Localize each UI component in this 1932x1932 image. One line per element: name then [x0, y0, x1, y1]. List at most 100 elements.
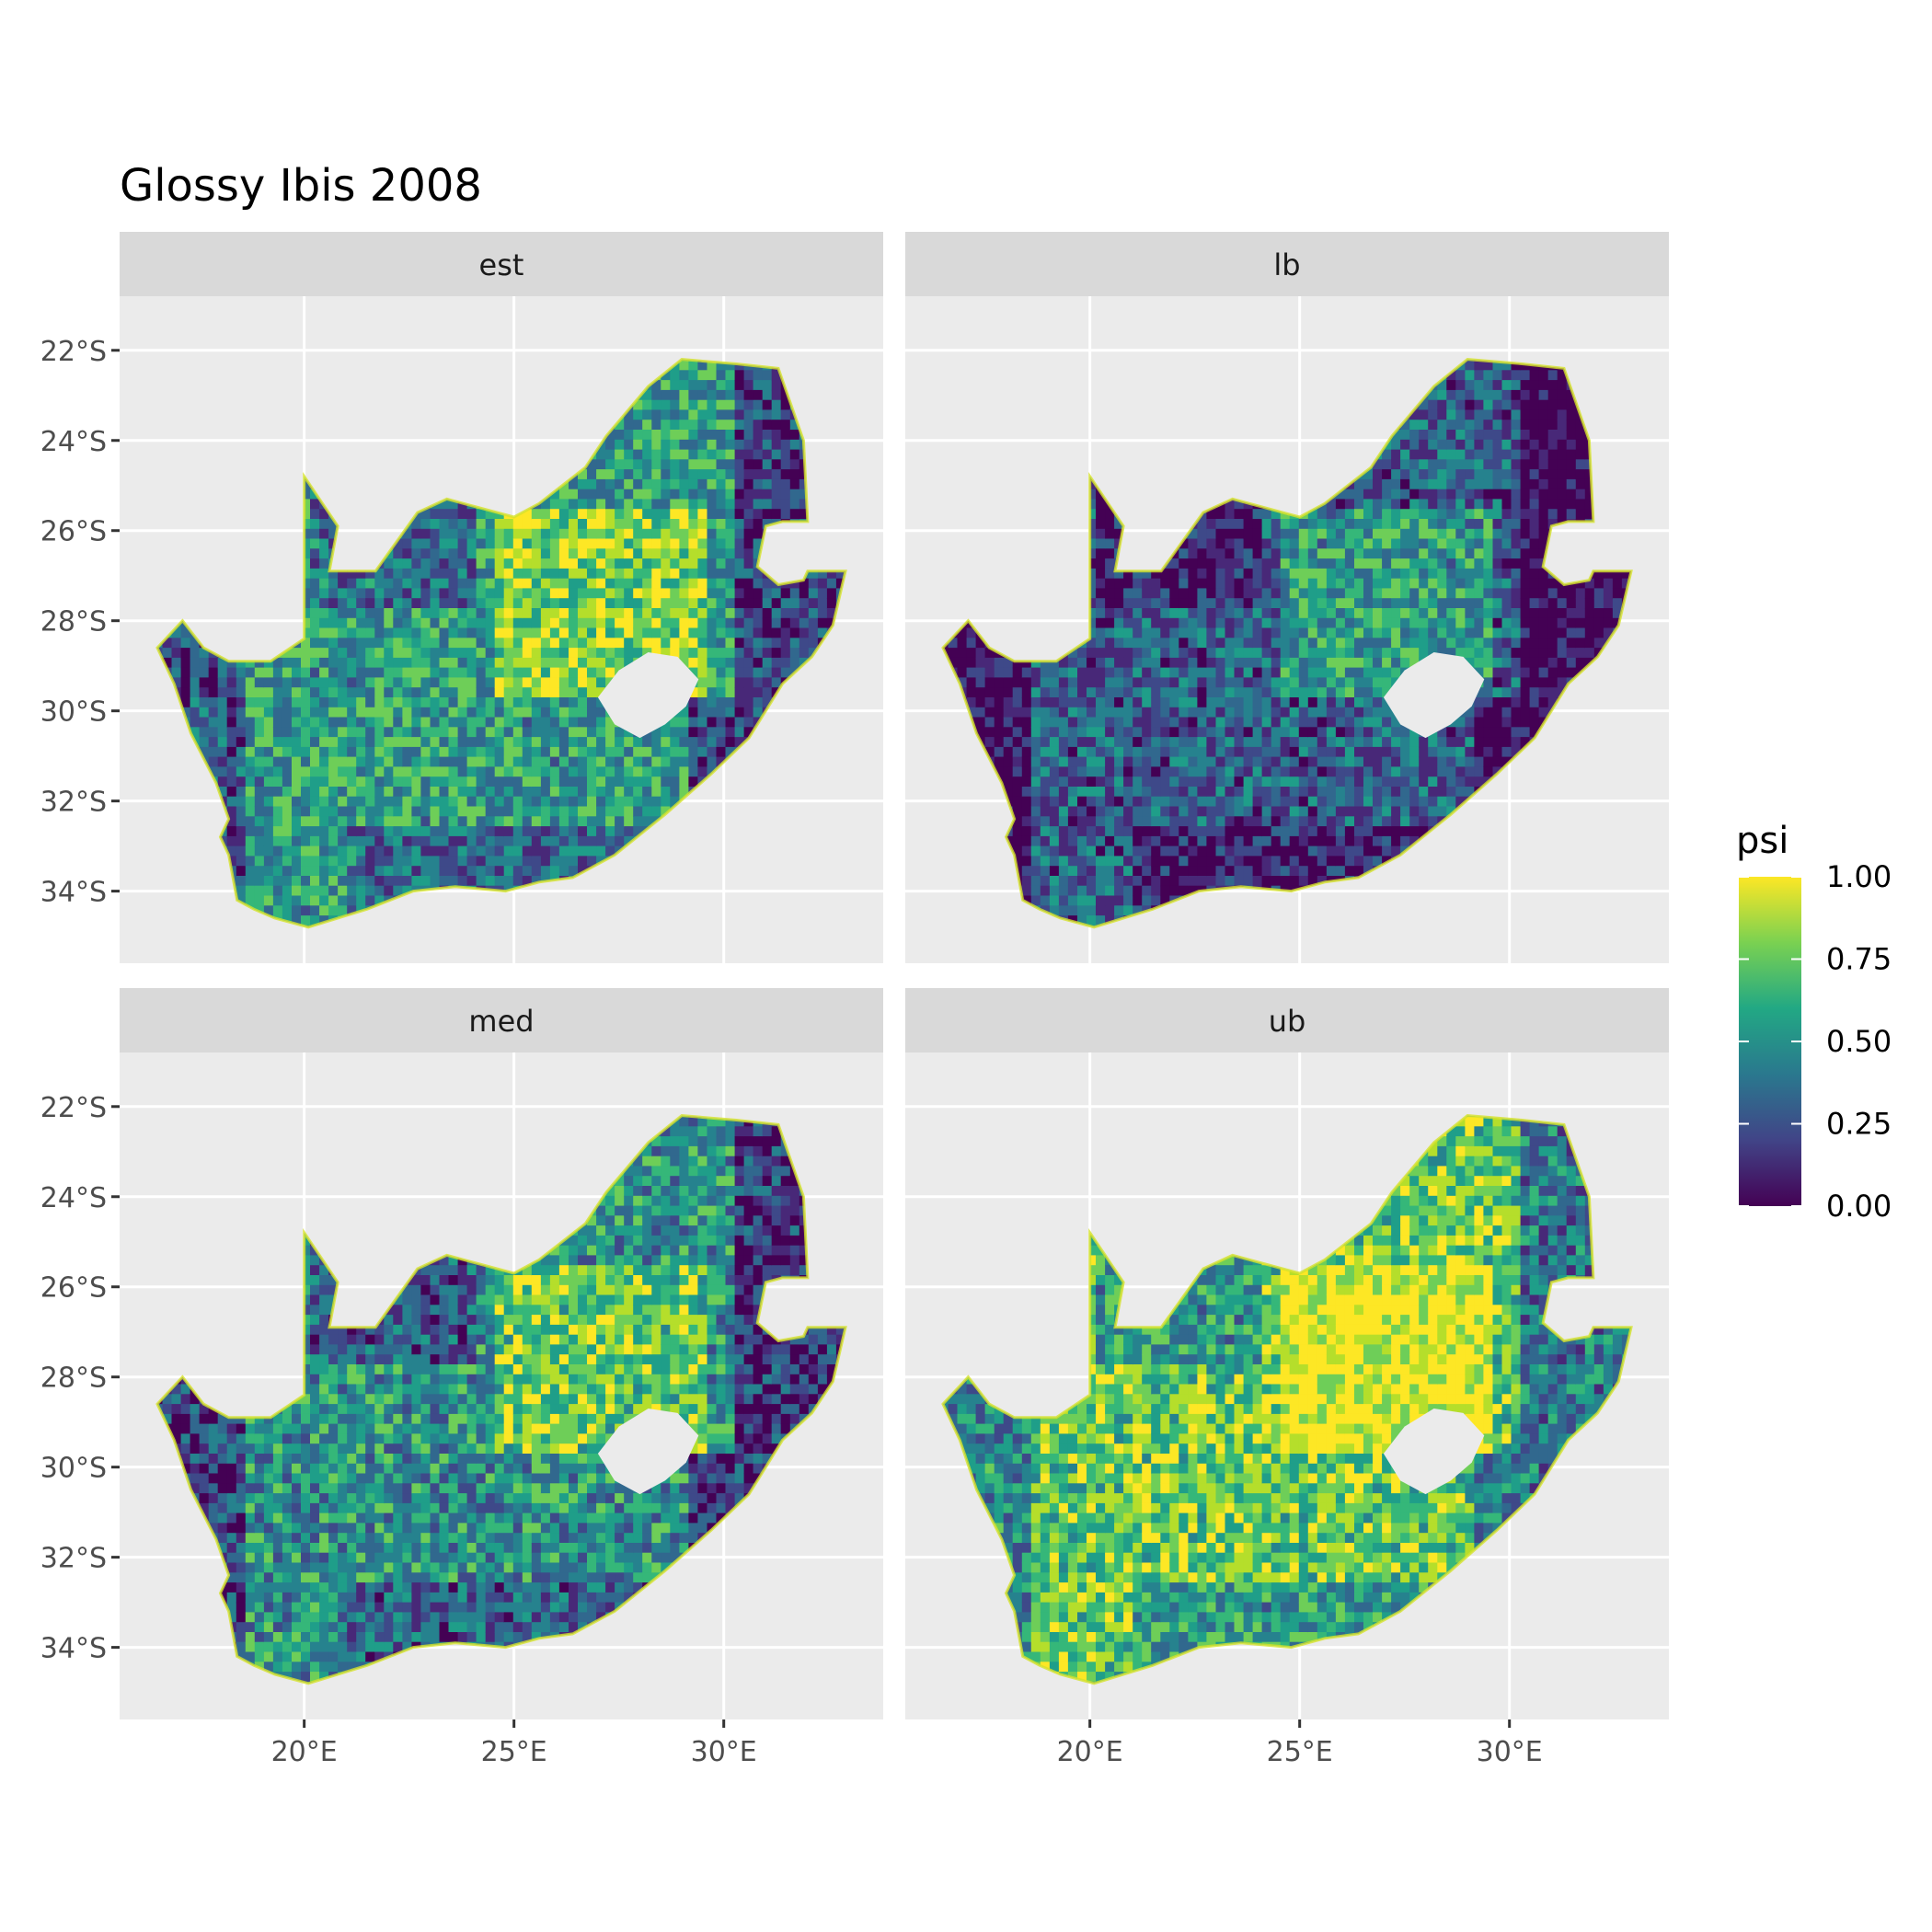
psi-cell: [661, 409, 671, 420]
psi-cell: [420, 835, 431, 847]
psi-cell: [558, 816, 569, 827]
psi-cell: [569, 796, 579, 808]
psi-cell: [448, 835, 459, 847]
psi-cell: [679, 360, 689, 371]
psi-cell: [549, 746, 560, 758]
psi-cell: [540, 538, 551, 549]
psi-cell: [282, 776, 293, 788]
psi-cell: [531, 608, 542, 619]
psi-cell: [743, 469, 754, 480]
psi-cell: [734, 528, 745, 540]
psi-cell: [411, 856, 421, 867]
psi-cell: [393, 578, 403, 590]
psi-cell: [707, 608, 718, 619]
psi-cell: [494, 667, 505, 678]
psi-cell: [420, 558, 431, 569]
psi-cell: [670, 430, 680, 441]
psi-cell: [753, 578, 764, 590]
psi-cell: [707, 717, 718, 728]
psi-cell: [633, 519, 643, 530]
psi-cell: [236, 756, 247, 767]
psi-cell: [439, 598, 450, 609]
psi-cell: [780, 608, 791, 619]
psi-cell: [957, 627, 968, 638]
psi-cell: [356, 657, 366, 669]
psi-cell: [725, 399, 736, 411]
psi-cell: [208, 737, 219, 748]
psi-cell: [272, 717, 283, 728]
psi-cell: [338, 727, 348, 738]
psi-cell: [301, 717, 311, 728]
psi-cell: [661, 578, 671, 590]
psi-cell: [549, 856, 560, 867]
psi-cell: [531, 766, 542, 777]
psi-cell: [476, 638, 487, 649]
psi-cell: [217, 707, 228, 719]
psi-cell: [503, 796, 514, 808]
psi-cell: [512, 667, 523, 678]
psi-cell: [263, 856, 274, 867]
psi-cell: [282, 766, 293, 777]
psi-cell: [762, 638, 773, 649]
psi-cell: [587, 717, 597, 728]
psi-cell: [448, 677, 459, 688]
psi-cell: [707, 489, 718, 500]
psi-cell: [661, 756, 671, 767]
psi-cell: [356, 766, 366, 777]
psi-cell: [789, 430, 800, 441]
psi-cell: [531, 677, 542, 688]
psi-cell: [393, 885, 403, 897]
psi-cell: [374, 835, 385, 847]
psi-cell: [734, 519, 745, 530]
psi-cell: [762, 608, 773, 619]
psi-cell: [245, 885, 256, 897]
psi-cell: [448, 707, 459, 719]
psi-cell: [679, 627, 689, 638]
psi-cell: [651, 598, 661, 609]
psi-cell: [624, 538, 634, 549]
psi-cell: [596, 687, 606, 698]
psi-cell: [245, 697, 256, 708]
psi-cell: [558, 667, 569, 678]
psi-cell: [540, 519, 551, 530]
psi-cell: [615, 766, 625, 777]
psi-cell: [615, 826, 625, 837]
psi-cell: [707, 727, 718, 738]
psi-cell: [310, 638, 320, 649]
y-tick-label: 24°S: [40, 426, 107, 458]
psi-cell: [485, 796, 496, 808]
psi-cell: [420, 816, 431, 827]
psi-cell: [948, 648, 959, 659]
psi-cell: [162, 657, 173, 669]
psi-cell: [707, 588, 718, 599]
psi-cell: [439, 697, 450, 708]
psi-cell: [439, 756, 450, 767]
psi-cell: [411, 578, 421, 590]
psi-cell: [753, 627, 764, 638]
psi-cell: [975, 657, 986, 669]
psi-cell: [707, 399, 718, 411]
psi-cell: [476, 667, 487, 678]
psi-cell: [347, 598, 357, 609]
psi-cell: [707, 667, 718, 678]
psi-cell: [540, 568, 551, 580]
psi-cell: [402, 627, 412, 638]
psi-cell: [558, 856, 569, 867]
psi-cell: [347, 707, 357, 719]
psi-cell: [587, 478, 597, 490]
psi-cell: [734, 657, 745, 669]
psi-cell: [966, 638, 977, 649]
psi-cell: [310, 578, 320, 590]
psi-cell: [975, 667, 986, 678]
psi-cell: [384, 598, 394, 609]
psi-cell: [975, 677, 986, 688]
psi-cell: [512, 737, 523, 748]
psi-cell: [217, 677, 228, 688]
psi-cell: [984, 727, 995, 738]
psi-cell: [208, 717, 219, 728]
psi-cell: [587, 856, 597, 867]
psi-cell: [587, 489, 597, 500]
psi-cell: [808, 598, 819, 609]
psi-cell: [615, 489, 625, 500]
psi-cell: [310, 826, 320, 837]
